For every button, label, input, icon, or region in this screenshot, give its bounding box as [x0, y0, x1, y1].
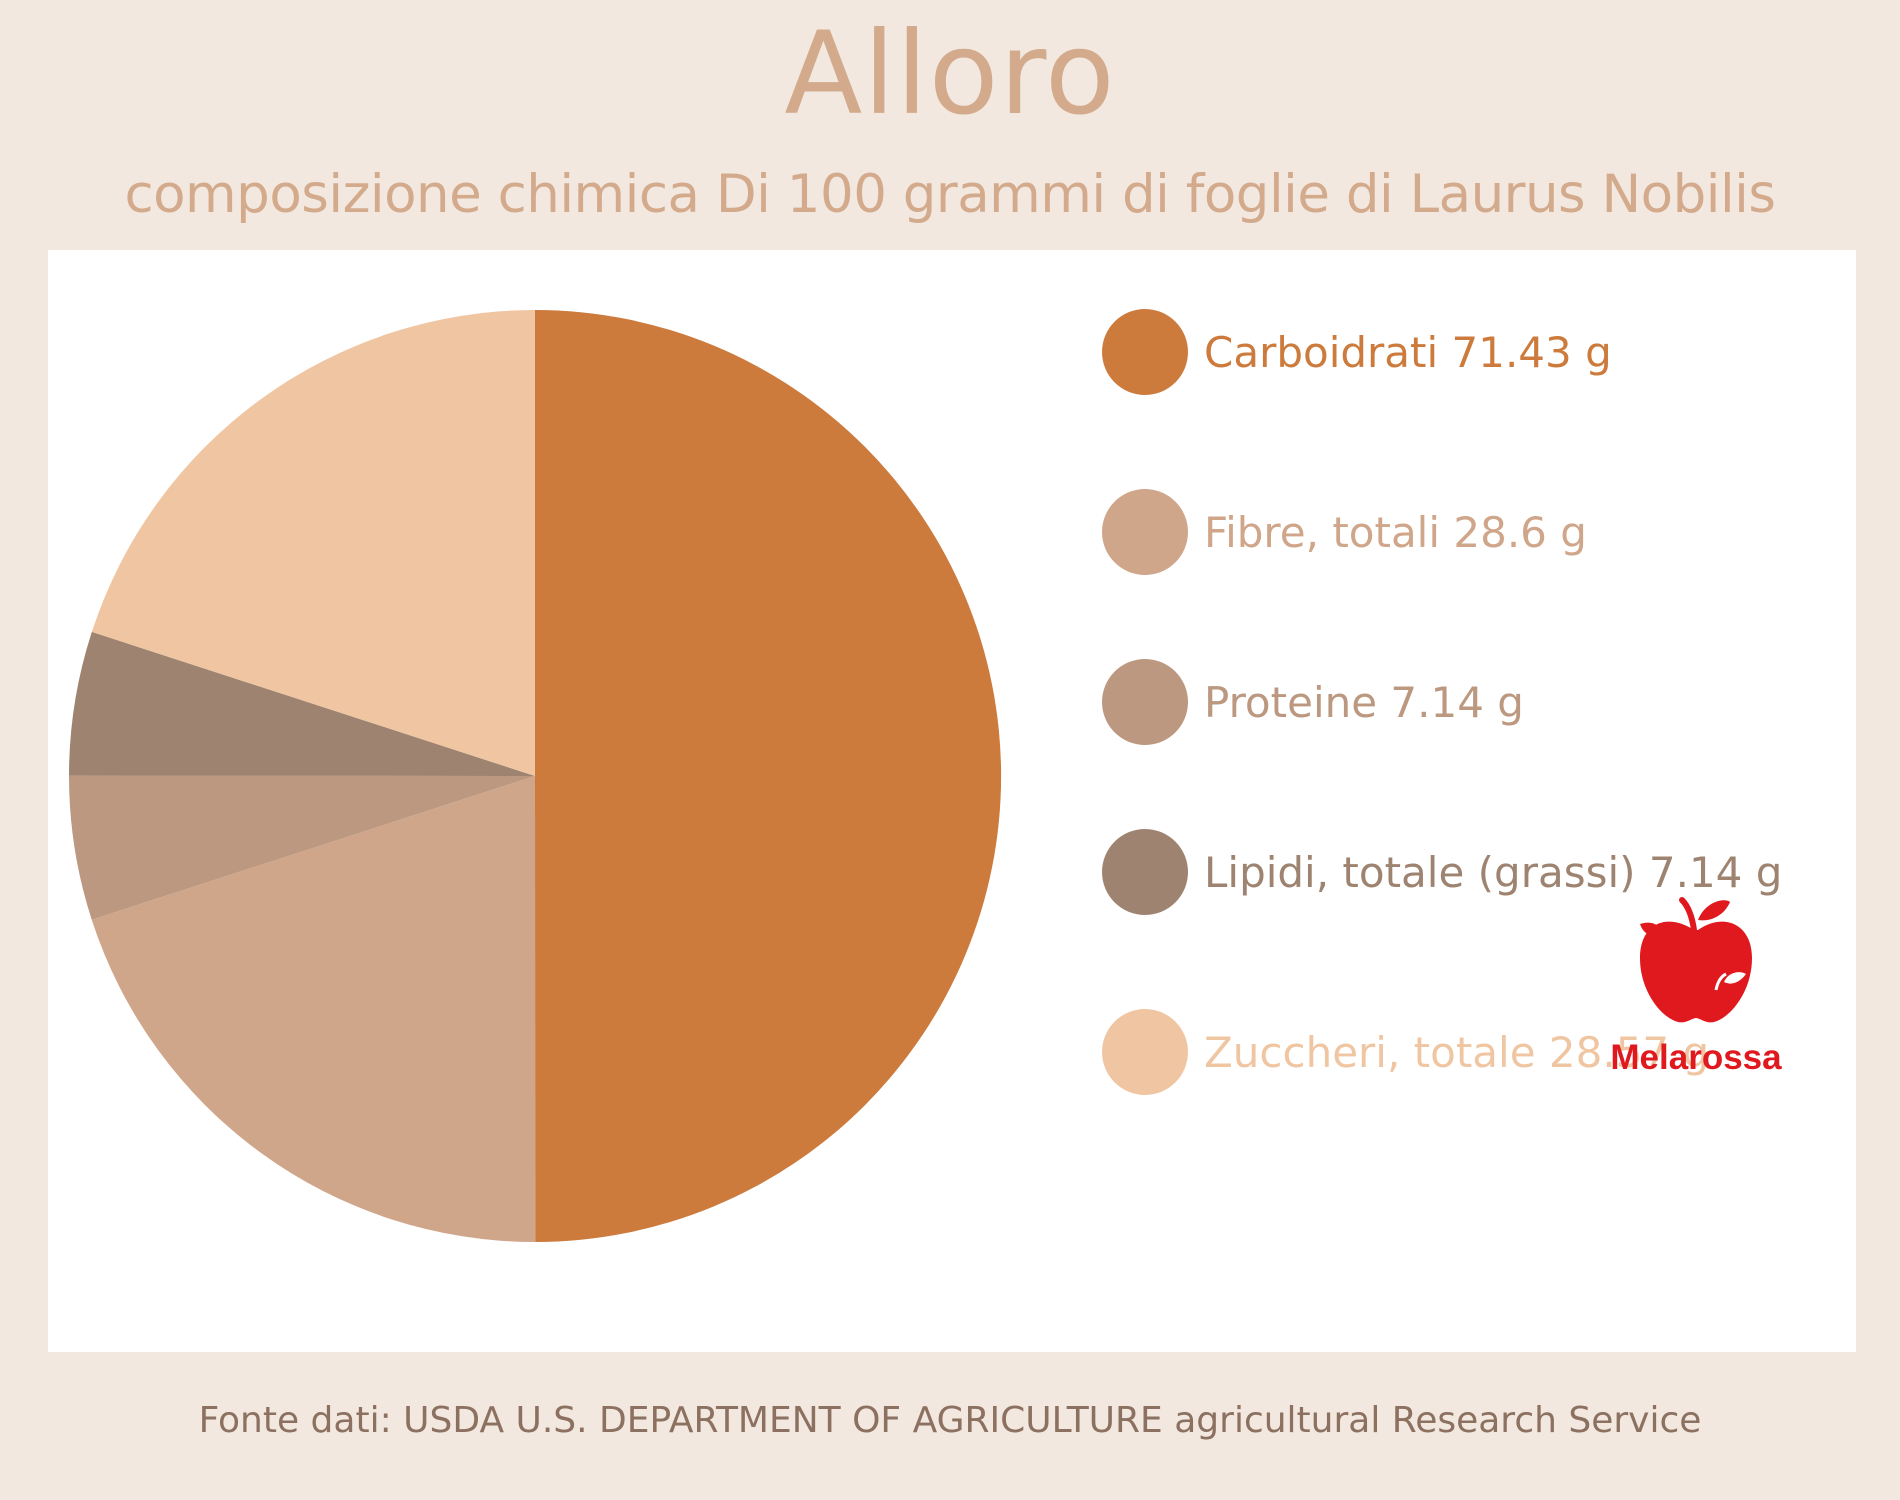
legend-item-lipidi: Lipidi, totale (grassi) 7.14 g — [1102, 827, 1782, 917]
source-note: Fonte dati: USDA U.S. DEPARTMENT OF AGRI… — [198, 1400, 1702, 1441]
chart-subtitle: composizione chimica Di 100 grammi di fo… — [124, 164, 1776, 225]
apple-icon — [1640, 897, 1752, 1023]
legend-swatch — [1102, 1009, 1188, 1095]
legend-label: Lipidi, totale (grassi) 7.14 g — [1204, 847, 1783, 897]
legend-item-proteine: Proteine 7.14 g — [1102, 657, 1524, 747]
legend-swatch — [1102, 829, 1188, 915]
pie-slice-carboidrati — [535, 310, 1002, 1242]
chart-panel: Carboidrati 71.43 g Fibre, totali 28.6 g… — [48, 250, 1856, 1352]
pie-slice-zuccheri-totale — [91, 309, 535, 776]
legend-label: Fibre, totali 28.6 g — [1204, 507, 1587, 557]
legend-swatch — [1102, 659, 1188, 745]
legend-label: Carboidrati 71.43 g — [1204, 327, 1612, 377]
legend-swatch — [1102, 489, 1188, 575]
pie-slice-fibre-totali — [91, 776, 536, 1242]
pie-slice-lipidi-totale-grassi — [69, 631, 535, 776]
melarossa-logo[interactable]: Melarossa — [1606, 890, 1786, 1090]
legend-item-zuccheri: Zuccheri, totale 28.57 g — [1102, 1007, 1709, 1097]
legend-label: Proteine 7.14 g — [1204, 677, 1524, 727]
legend-item-fibre: Fibre, totali 28.6 g — [1102, 487, 1587, 577]
legend-swatch — [1102, 309, 1188, 395]
pie-chart — [69, 309, 1002, 1242]
legend-label: Zuccheri, totale 28.57 g — [1204, 1027, 1710, 1077]
logo-text: Melarossa — [1610, 1038, 1782, 1077]
pie-slice-proteine — [69, 775, 535, 920]
legend-item-carboidrati: Carboidrati 71.43 g — [1102, 307, 1612, 397]
chart-title: Alloro — [784, 7, 1116, 140]
